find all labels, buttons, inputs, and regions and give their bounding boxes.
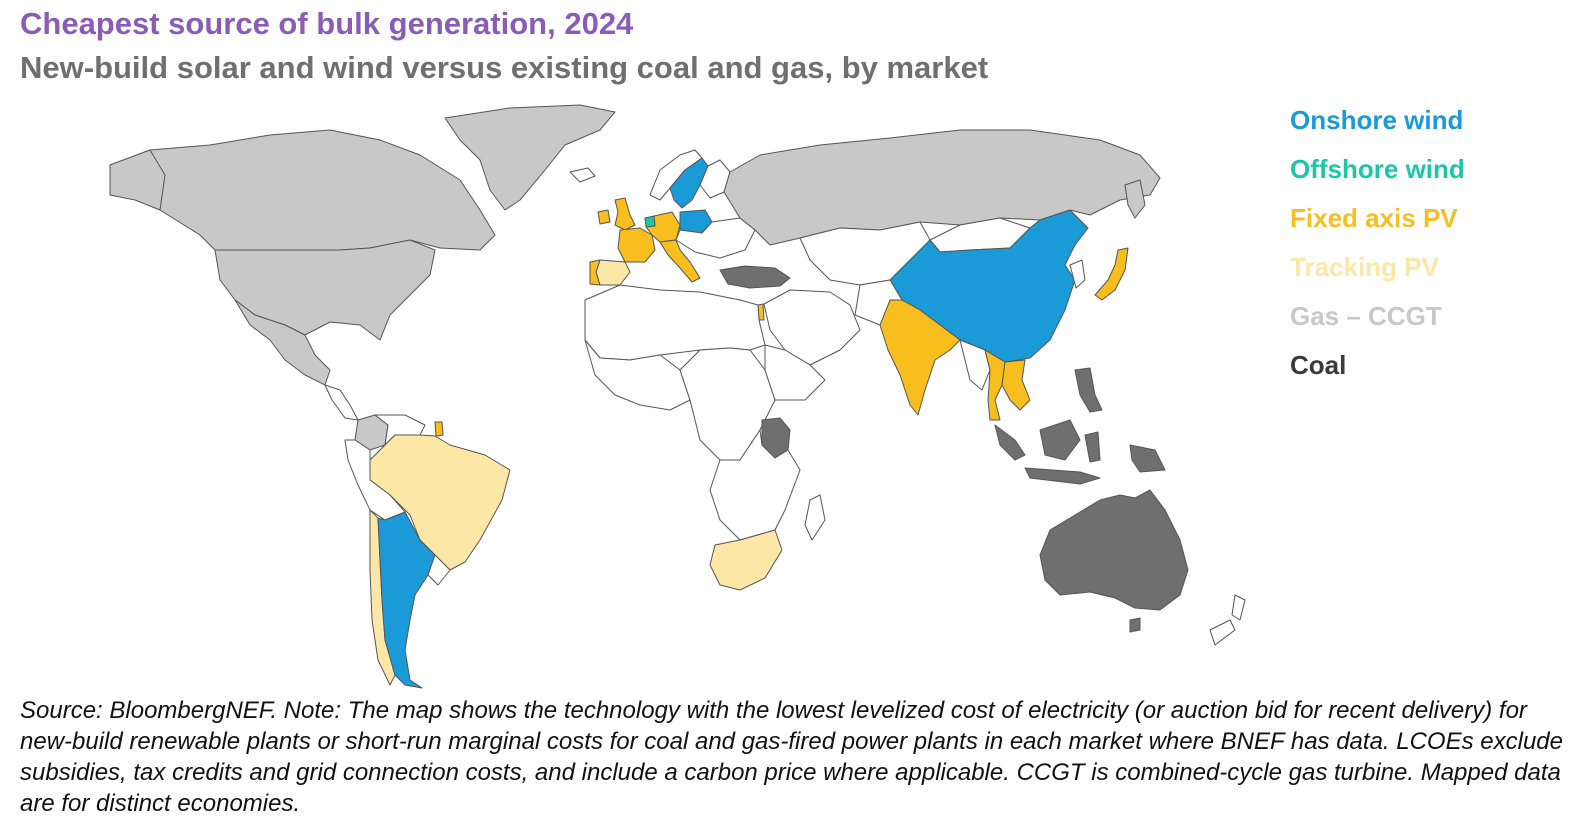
country-italy [659,239,701,283]
country-canada [109,129,496,251]
map-title: Cheapest source of bulk generation, 2024 [20,6,634,41]
legend-fixed-axis-pv: Fixed axis PV [1290,203,1458,233]
country-indonesia-sulawesi [1084,431,1101,463]
world-map [109,104,1246,689]
country-tasmania [1129,617,1141,633]
legend-offshore-wind: Offshore wind [1290,154,1465,184]
country-france [617,227,656,263]
country-netherlands [644,215,656,228]
country-central-america [324,384,359,421]
country-indonesia [994,424,1026,461]
country-australia [1039,489,1189,611]
country-turkey [719,265,791,289]
map-subtitle: New-build solar and wind versus existing… [20,50,989,85]
country-french-guiana [434,421,444,437]
country-central-africa [679,347,776,461]
country-new-zealand-south [1209,619,1236,646]
country-ireland [597,209,611,225]
legend-gas-ccgt: Gas – CCGT [1290,301,1442,331]
country-indonesia-borneo [1039,419,1081,461]
country-india [879,299,961,416]
country-greenland [444,104,616,211]
country-southern-africa [709,429,801,541]
country-kamchatka [1124,179,1146,219]
country-portugal [589,259,601,286]
country-korea [1069,259,1086,289]
country-madagascar [804,494,826,541]
country-indonesia-java [1024,467,1101,485]
country-mexico [234,299,331,386]
legend-coal: Coal [1290,350,1347,380]
country-paraguay-uruguay [419,539,451,586]
legend-tracking-pv: Tracking PV [1290,252,1439,282]
legend: Onshore wind Offshore wind Fixed axis PV… [1290,100,1465,394]
country-indonesia-papua [1129,444,1166,473]
country-philippines [1074,367,1103,413]
country-east-africa [764,344,826,401]
country-middle-east [763,289,861,366]
source-note: Source: BloombergNEF. Note: The map show… [20,697,1563,817]
country-united-states [214,239,436,341]
country-russia [723,129,1161,246]
country-alaska [109,149,166,211]
country-south-africa [709,529,783,591]
country-spain [595,259,631,286]
legend-onshore-wind: Onshore wind [1290,105,1464,135]
country-south-asia-other [854,279,903,326]
country-argentina [377,511,436,689]
country-vietnam [1001,359,1031,411]
country-iceland [569,167,596,183]
country-new-zealand [1231,594,1246,621]
country-japan [1094,247,1129,301]
country-united-kingdom [614,197,636,231]
